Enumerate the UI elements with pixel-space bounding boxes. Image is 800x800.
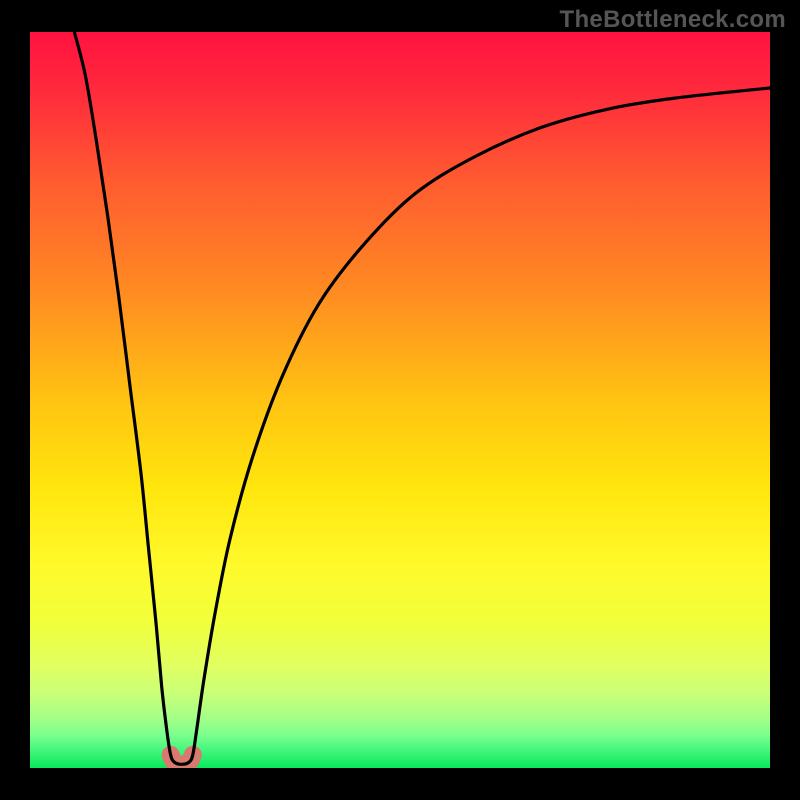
watermark-text: TheBottleneck.com <box>560 6 786 34</box>
curve-layer <box>30 32 770 768</box>
bottleneck-curve <box>74 32 770 764</box>
stage: TheBottleneck.com <box>0 0 800 800</box>
plot-area <box>30 32 770 768</box>
